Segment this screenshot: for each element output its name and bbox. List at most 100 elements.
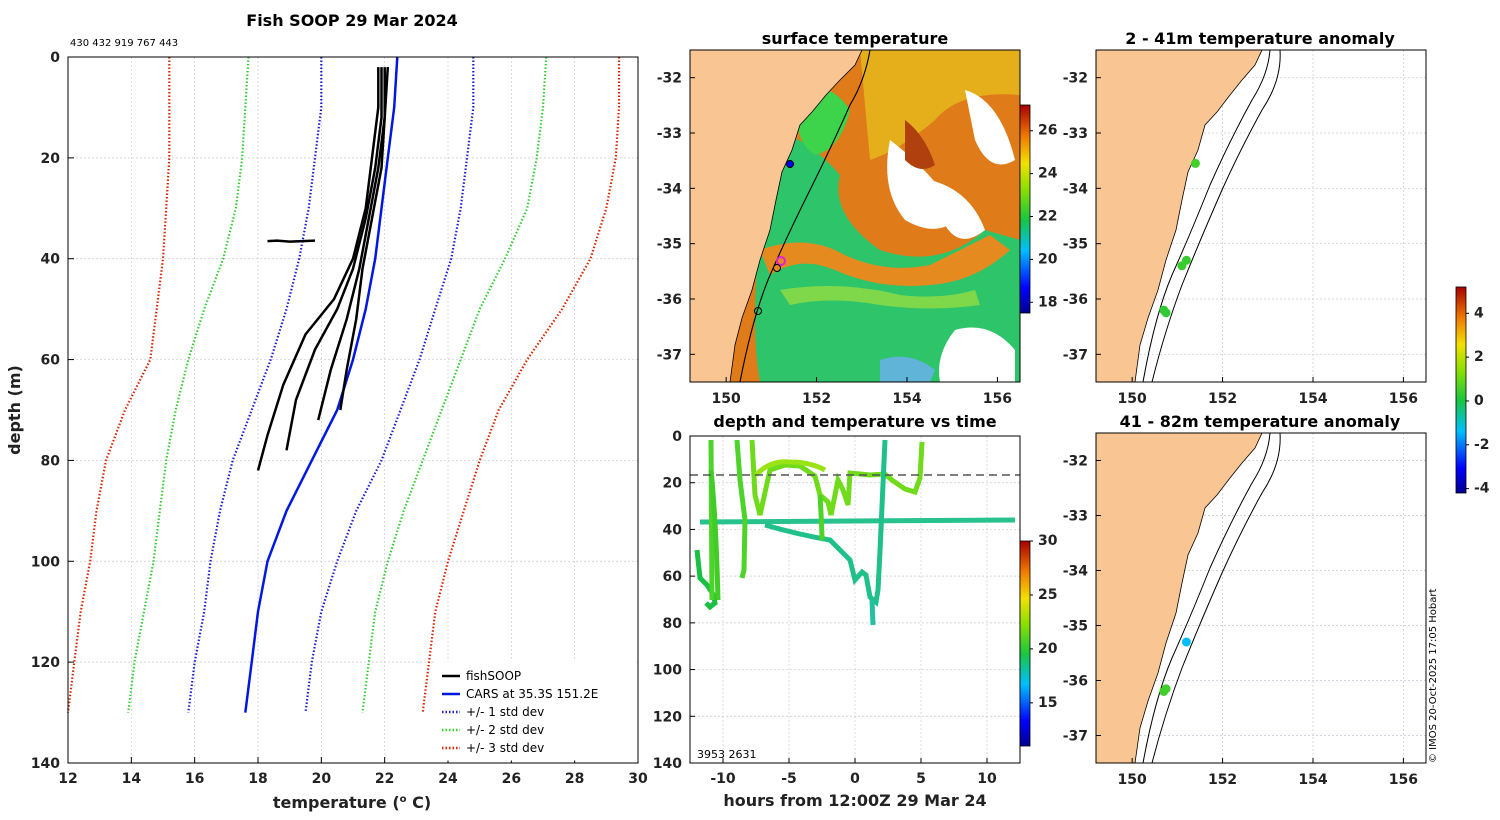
x-tick-label: 150 <box>1118 391 1147 407</box>
anomaly-map-shallow: 2 - 41m temperature anomaly 150 152 154 156… <box>1063 29 1427 407</box>
profile-title: Fish SOOP 29 Mar 2024 <box>246 11 457 30</box>
anomaly-deep-points <box>1159 637 1191 696</box>
y-tick-label: -33 <box>1063 509 1088 525</box>
colorbar-gradient <box>1455 286 1467 494</box>
anomaly-shallow-ticks: 150 152 154 156 -32 -33 -34 -35 -36 -37 <box>1063 71 1418 407</box>
series--3std <box>66 57 171 713</box>
x-tick-label: 152 <box>1208 391 1237 407</box>
y-tick-label: -32 <box>1063 454 1088 470</box>
x-tick-label: 26 <box>502 771 521 787</box>
profile-ticks: 12 14 16 18 20 22 24 26 28 30 0 20 40 60 80 100 120 140 <box>31 50 648 787</box>
series-+3std <box>421 57 621 713</box>
legend-label: +/- 1 std dev <box>466 705 544 719</box>
y-tick-label: -34 <box>657 181 683 197</box>
depth-time-colorbar: 15 20 25 30 <box>1019 533 1058 747</box>
series-+2std <box>361 56 548 713</box>
x-tick-label: 156 <box>983 391 1012 407</box>
x-tick-label: 0 <box>850 771 860 787</box>
colorbar-tick-label: 4 <box>1474 305 1484 321</box>
x-tick-label: 18 <box>248 771 267 787</box>
profile-plot: Fish SOOP 29 Mar 2024 430 432 919 767 44… <box>5 11 648 812</box>
colorbar-tick-label: 15 <box>1038 695 1057 711</box>
colorbar-tick-label: -4 <box>1474 481 1490 497</box>
depth-time-xlabel: hours from 12:00Z 29 Mar 24 <box>723 791 986 810</box>
sst-ticks: 150 152 154 156 -32 -33 -34 -35 -36 -37 <box>657 71 1012 407</box>
y-tick-label: 80 <box>663 616 683 632</box>
anomaly-deep-ticks: 150 152 154 156 -32 -33 -34 -35 -36 -37 <box>1063 454 1418 789</box>
colorbar-tick-label: 30 <box>1038 533 1058 549</box>
legend-label: +/- 3 std dev <box>466 741 544 755</box>
x-tick-label: 16 <box>185 771 204 787</box>
depth-time-title: depth and temperature vs time <box>713 412 996 431</box>
x-tick-label: 154 <box>1298 391 1327 407</box>
colorbar-tick-label: 0 <box>1474 393 1484 409</box>
anomaly-shallow-frame <box>1095 49 1427 383</box>
anomaly-point <box>1177 261 1187 271</box>
sst-map: surface temperature 150 152 154 156 -32 -33 -3… <box>657 29 1058 407</box>
profile-ylabel: depth (m) <box>5 365 24 455</box>
depth-time-plot: depth and temperature vs time -10 -5 0 5 100… <box>653 412 1058 810</box>
colorbar-tick-label: 20 <box>1038 641 1058 657</box>
sst-title: surface temperature <box>762 29 949 48</box>
y-tick-label: 140 <box>31 756 60 772</box>
colorbar-tick-label: 2 <box>1474 349 1484 365</box>
anomaly-shallow-points <box>1159 158 1200 318</box>
colorbar-gradient <box>1019 104 1031 314</box>
x-tick-label: 150 <box>1118 772 1147 788</box>
x-tick-label: 154 <box>892 391 921 407</box>
anomaly-shallow-title: 2 - 41m temperature anomaly <box>1125 29 1395 48</box>
y-tick-label: 80 <box>41 453 61 469</box>
colorbar-tick-label: 25 <box>1038 587 1057 603</box>
y-tick-label: 40 <box>41 252 61 268</box>
y-tick-label: -33 <box>657 126 682 142</box>
anomaly-point <box>1190 158 1200 168</box>
x-tick-label: 150 <box>712 391 741 407</box>
colorbar-gradient <box>1019 540 1031 747</box>
profile-fish-lines <box>256 67 390 471</box>
series-+1std <box>304 57 475 713</box>
anomaly-point <box>1161 684 1171 694</box>
y-tick-label: -34 <box>1063 564 1089 580</box>
y-tick-label: -32 <box>657 71 682 87</box>
y-tick-label: 120 <box>653 709 682 725</box>
y-tick-label: -37 <box>1063 347 1088 363</box>
colorbar-tick-label: 20 <box>1038 251 1058 267</box>
x-tick-label: -5 <box>781 771 797 787</box>
y-tick-label: 100 <box>31 554 60 570</box>
y-tick-label: 140 <box>653 756 682 772</box>
y-tick-label: -36 <box>1063 674 1088 690</box>
anomaly-deep-title: 41 - 82m temperature anomaly <box>1120 412 1401 431</box>
colorbar-tick-label: 26 <box>1038 123 1057 139</box>
colorbar-tick-label: 24 <box>1038 166 1058 182</box>
x-tick-label: 20 <box>312 771 332 787</box>
copyright-watermark: © IMOS 20-Oct-2025 17:05 Hobart <box>1428 588 1439 763</box>
y-tick-label: 0 <box>50 50 60 66</box>
y-tick-label: 40 <box>663 522 683 538</box>
anomaly-map-deep: 41 - 82m temperature anomaly 150 152 154 15… <box>1063 286 1490 789</box>
y-tick-label: -34 <box>1063 181 1089 197</box>
x-tick-label: 156 <box>1389 772 1418 788</box>
y-tick-label: 120 <box>31 655 60 671</box>
x-tick-label: 22 <box>375 771 394 787</box>
x-tick-label: 152 <box>1208 772 1237 788</box>
fishsoop-profile <box>256 67 380 471</box>
fishsoop-profile <box>285 67 383 451</box>
y-tick-label: 60 <box>41 353 61 369</box>
profile-grid <box>67 56 639 764</box>
fishsoop-profile <box>267 239 316 243</box>
colorbar-tick-label: 18 <box>1038 294 1057 310</box>
y-tick-label: -36 <box>657 292 682 308</box>
x-tick-label: 154 <box>1298 772 1327 788</box>
y-tick-label: -35 <box>657 237 682 253</box>
y-tick-label: -37 <box>1063 729 1088 745</box>
y-tick-label: 20 <box>41 151 61 167</box>
profile-frame <box>67 56 639 764</box>
x-tick-label: 24 <box>438 771 458 787</box>
sst-colorbar: 18 20 22 24 26 <box>1019 104 1058 314</box>
fishsoop-profile <box>339 67 390 411</box>
y-tick-label: -33 <box>1063 126 1088 142</box>
y-tick-label: -36 <box>1063 292 1088 308</box>
legend-label: fishSOOP <box>466 669 521 683</box>
